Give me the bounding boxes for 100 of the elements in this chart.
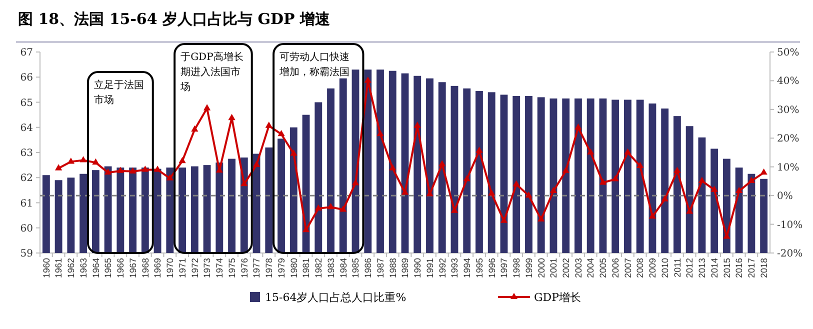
y2-tick-label: 50% bbox=[777, 48, 800, 58]
y2-tick-label: 10% bbox=[777, 162, 800, 174]
y2-tick-label: 0% bbox=[777, 191, 793, 202]
x-tick-label: 2016 bbox=[734, 258, 744, 278]
x-tick-label: 1963 bbox=[78, 258, 88, 278]
point bbox=[54, 164, 62, 170]
x-tick-label: 1968 bbox=[140, 258, 150, 278]
point bbox=[525, 191, 532, 198]
point bbox=[661, 195, 668, 202]
x-tick-label: 1962 bbox=[66, 258, 76, 278]
x-tick-label: 1991 bbox=[424, 258, 435, 278]
point bbox=[142, 166, 149, 172]
x-tick-label: 1961 bbox=[54, 258, 64, 278]
x-tick-label: 2007 bbox=[622, 258, 633, 278]
point bbox=[438, 160, 446, 166]
x-tick-label: 1998 bbox=[512, 258, 522, 278]
x-tick-label: 1970 bbox=[165, 258, 176, 278]
x-tick-label: 1987 bbox=[375, 258, 386, 278]
x-tick-label: 2017 bbox=[746, 258, 757, 278]
point bbox=[574, 123, 582, 130]
point bbox=[414, 122, 421, 128]
x-tick-label: 2006 bbox=[610, 258, 620, 278]
x-tick-label: 2004 bbox=[586, 258, 596, 278]
point bbox=[389, 164, 396, 170]
point bbox=[290, 150, 298, 156]
point bbox=[116, 166, 124, 173]
x-tick-label: 1977 bbox=[252, 258, 262, 278]
x-tick-label: 1999 bbox=[524, 258, 534, 278]
x-tick-label: 1984 bbox=[338, 258, 348, 278]
point bbox=[710, 186, 718, 192]
x-tick-label: 1994 bbox=[462, 258, 472, 278]
point bbox=[129, 167, 136, 174]
point bbox=[278, 130, 285, 136]
point bbox=[376, 130, 384, 136]
chart-title: 图 18、法国 15-64 岁人口占比与 GDP 增速 bbox=[18, 10, 332, 28]
x-tick-label: 2015 bbox=[722, 258, 732, 278]
point bbox=[450, 206, 458, 213]
y-tick-label: 61 bbox=[20, 198, 33, 210]
x-tick-label: 1978 bbox=[264, 258, 274, 278]
y2-tick-label: -10% bbox=[777, 220, 803, 231]
point bbox=[736, 186, 743, 194]
point bbox=[698, 176, 706, 183]
x-tick-label: 2002 bbox=[560, 258, 571, 278]
point bbox=[104, 168, 112, 175]
x-tick-label: 1980 bbox=[288, 258, 299, 278]
x-tick-label: 1996 bbox=[486, 258, 497, 278]
x-tick-label: 1992 bbox=[437, 258, 448, 278]
x-tick-label: 2009 bbox=[648, 258, 658, 278]
x-tick-label: 1982 bbox=[314, 258, 324, 278]
point bbox=[612, 175, 619, 182]
point bbox=[252, 160, 260, 167]
y2-tick-label: 30% bbox=[777, 104, 800, 116]
point bbox=[92, 158, 100, 165]
x-tick-label: 2014 bbox=[709, 258, 720, 278]
y-tick-label: 67 bbox=[20, 48, 33, 58]
x-tick-label: 2008 bbox=[635, 258, 646, 278]
point bbox=[500, 216, 508, 223]
x-tick-label: 1983 bbox=[326, 258, 336, 278]
x-tick-label: 2011 bbox=[672, 258, 682, 278]
x-tick-label: 1989 bbox=[400, 258, 410, 278]
point bbox=[265, 122, 272, 128]
point bbox=[401, 188, 409, 195]
x-tick-label: 1979 bbox=[276, 258, 286, 278]
x-tick-label: 1965 bbox=[103, 258, 114, 278]
x-tick-label: 2013 bbox=[697, 258, 708, 278]
x-tick-label: 1976 bbox=[239, 258, 250, 278]
point bbox=[166, 174, 174, 180]
point bbox=[748, 176, 756, 183]
point bbox=[538, 215, 545, 222]
point bbox=[178, 157, 186, 164]
point bbox=[240, 180, 248, 186]
point bbox=[686, 208, 694, 214]
y-tick-label: 60 bbox=[20, 223, 33, 234]
point bbox=[203, 104, 211, 110]
point bbox=[314, 204, 322, 211]
point bbox=[364, 76, 372, 83]
point bbox=[648, 212, 656, 219]
y-tick-label: 64 bbox=[20, 122, 33, 134]
point bbox=[488, 189, 496, 196]
x-tick-label: 1969 bbox=[152, 258, 163, 278]
x-tick-label: 1966 bbox=[116, 258, 126, 278]
point bbox=[340, 206, 347, 212]
x-tick-label: 2018 bbox=[758, 258, 769, 278]
point bbox=[674, 166, 681, 173]
point bbox=[352, 179, 360, 186]
x-tick-label: 1973 bbox=[202, 258, 212, 278]
point bbox=[327, 202, 334, 210]
point bbox=[624, 148, 632, 155]
x-tick-label: 1975 bbox=[226, 258, 237, 278]
x-tick-label: 1995 bbox=[474, 258, 484, 278]
x-tick-label: 1967 bbox=[128, 258, 138, 278]
x-tick-label: 1974 bbox=[214, 258, 225, 278]
x-tick-label: 1997 bbox=[499, 258, 510, 278]
point bbox=[562, 166, 570, 173]
annotation: 于GDP高增长期进入法国市场 bbox=[180, 51, 244, 93]
annotation: 立足于法国市场 bbox=[94, 79, 144, 106]
point bbox=[302, 226, 310, 232]
x-tick-label: 1964 bbox=[90, 258, 101, 278]
x-tick-label: 1972 bbox=[190, 258, 200, 278]
x-tick-label: 2005 bbox=[598, 258, 608, 278]
